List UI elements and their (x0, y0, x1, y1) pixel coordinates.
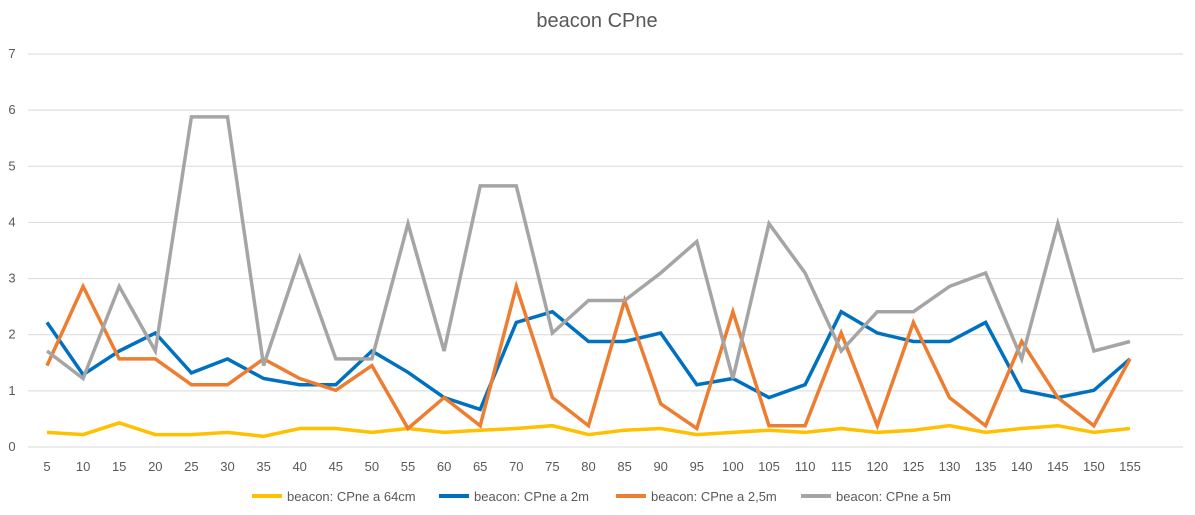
series-line-1 (46, 421, 1131, 439)
x-tick-label: 125 (903, 459, 925, 474)
legend-label: beacon: CPne a 2m (474, 489, 589, 504)
y-tick-label: 4 (8, 214, 15, 229)
y-tick-label: 5 (8, 158, 15, 173)
x-tick-label: 155 (1119, 459, 1141, 474)
series-line-3 (45, 280, 1132, 432)
x-tick-label: 85 (617, 459, 631, 474)
series-line-2 (45, 309, 1132, 412)
x-tick-label: 95 (690, 459, 704, 474)
y-tick-label: 7 (8, 46, 15, 61)
legend-label: beacon: CPne a 64cm (287, 489, 416, 504)
legend-label: beacon: CPne a 5m (836, 489, 951, 504)
x-tick-label: 10 (76, 459, 90, 474)
y-tick-label: 0 (8, 439, 15, 454)
x-tick-label: 145 (1047, 459, 1069, 474)
x-tick-label: 55 (401, 459, 415, 474)
x-tick-label: 105 (758, 459, 780, 474)
y-tick-label: 1 (8, 383, 15, 398)
y-tick-label: 2 (8, 327, 15, 342)
x-tick-label: 90 (653, 459, 667, 474)
y-tick-label: 3 (8, 271, 15, 286)
x-tick-label: 35 (256, 459, 270, 474)
x-tick-label: 135 (975, 459, 997, 474)
x-tick-label: 70 (509, 459, 523, 474)
x-tick-label: 25 (184, 459, 198, 474)
x-tick-label: 150 (1083, 459, 1105, 474)
x-tick-label: 40 (292, 459, 306, 474)
x-tick-label: 140 (1011, 459, 1033, 474)
x-tick-label: 100 (722, 459, 744, 474)
x-tick-label: 45 (329, 459, 343, 474)
x-tick-label: 130 (939, 459, 961, 474)
x-tick-label: 5 (43, 459, 50, 474)
gridlines (28, 53, 1183, 448)
x-tick-label: 80 (581, 459, 595, 474)
x-tick-label: 75 (545, 459, 559, 474)
x-tick-label: 120 (866, 459, 888, 474)
series-line-4 (45, 115, 1131, 382)
x-tick-label: 65 (473, 459, 487, 474)
x-tick-label: 30 (220, 459, 234, 474)
x-tick-label: 50 (365, 459, 379, 474)
legend-label: beacon: CPne a 2,5m (651, 489, 777, 504)
y-tick-label: 6 (8, 102, 15, 117)
y-axis-tick-labels: 0 1 2 3 4 5 6 7 (8, 46, 15, 454)
chart-title: beacon CPne (536, 10, 657, 32)
x-tick-label: 110 (795, 459, 816, 474)
x-axis-tick-labels: 5 10 15 20 25 30 35 40 45 50 55 60 65 70 75 80 85 90 95 100… (43, 459, 1140, 474)
x-tick-label: 20 (148, 459, 162, 474)
x-tick-label: 60 (437, 459, 451, 474)
x-tick-label: 15 (112, 459, 126, 474)
x-tick-label: 115 (831, 459, 852, 474)
series-lines (45, 115, 1132, 439)
legend: beacon: CPne a 64cm beacon: CPne a 2m beac… (252, 489, 951, 504)
